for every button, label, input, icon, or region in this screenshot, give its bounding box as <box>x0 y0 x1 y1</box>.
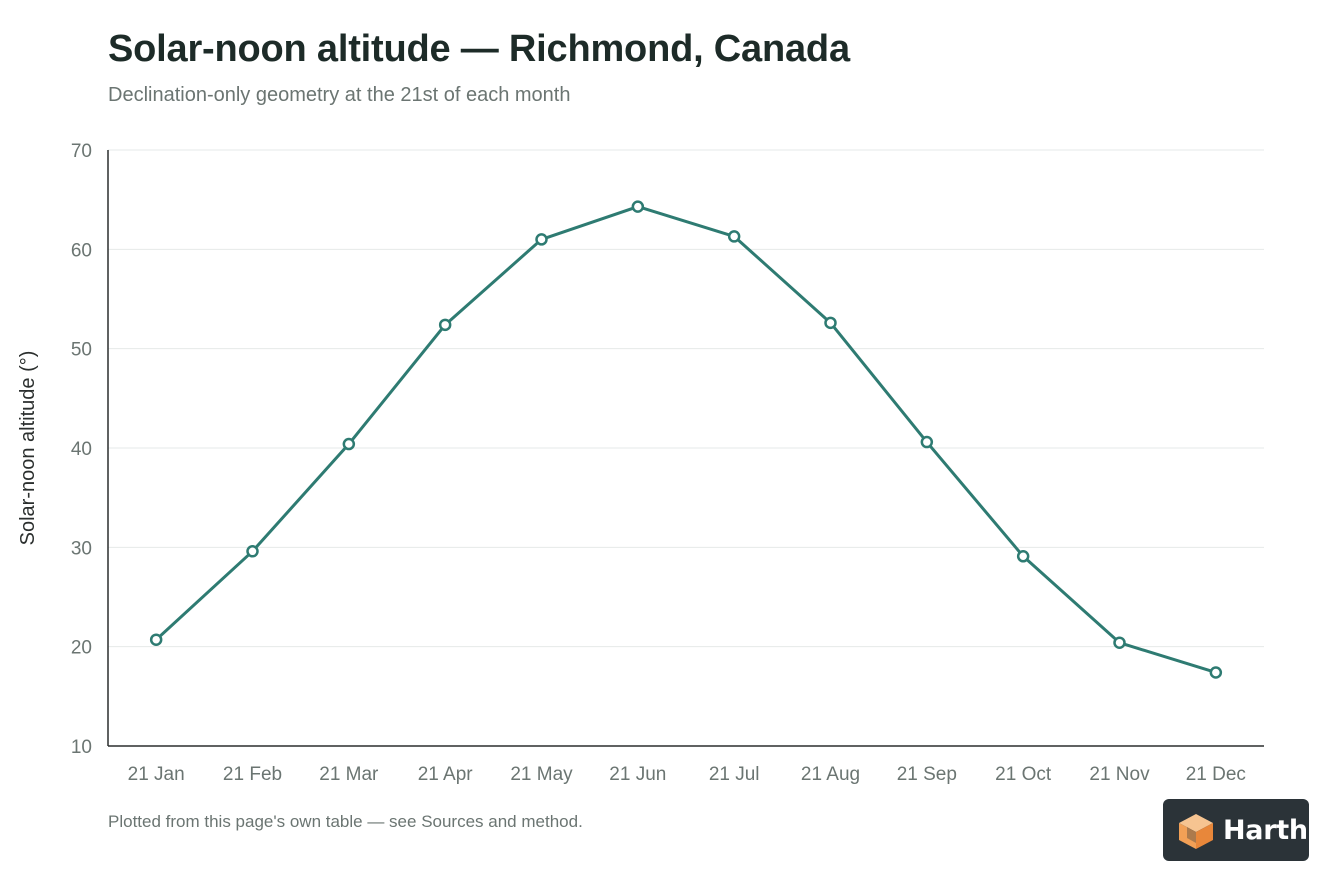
y-tick-label-70: 70 <box>71 141 92 162</box>
x-tick-label: 21 Nov <box>1089 764 1150 785</box>
y-tick-label-30: 30 <box>71 538 92 559</box>
y-tick-label-40: 40 <box>71 439 92 460</box>
data-point <box>920 435 934 449</box>
data-point <box>1209 666 1223 679</box>
y-tick-label-50: 50 <box>71 340 92 361</box>
y-axis-title: Solar-noon altitude (°) <box>17 351 39 546</box>
data-point <box>535 233 548 246</box>
x-tick-label: 21 Jun <box>609 764 666 785</box>
x-tick-label: 21 May <box>510 764 573 785</box>
x-tick-label: 21 Jul <box>709 764 760 785</box>
source-footnote: Plotted from this page's own table — see… <box>108 812 583 831</box>
x-tick-label: 21 Aug <box>801 764 860 785</box>
data-point <box>824 316 837 330</box>
data-point <box>727 230 741 243</box>
x-tick-label: 21 Apr <box>418 764 474 785</box>
x-tick-label: 21 Mar <box>319 764 379 785</box>
brand-name: Harth <box>1223 814 1308 846</box>
data-point <box>342 437 356 451</box>
chart-subtitle: Declination-only geometry at the 21st of… <box>108 84 571 106</box>
data-point <box>149 633 163 646</box>
chart-title: Solar-noon altitude — Richmond, Canada <box>108 28 850 70</box>
data-point <box>1016 550 1030 563</box>
data-point <box>246 545 259 558</box>
series-line <box>154 205 1218 674</box>
y-tick-label-10: 10 <box>71 737 92 758</box>
data-point <box>438 318 452 332</box>
x-tick-label: 21 Feb <box>223 764 282 785</box>
data-point <box>631 200 645 213</box>
cube-icon <box>1179 814 1213 849</box>
y-tick-label-60: 60 <box>71 240 92 261</box>
x-tick-label: 21 Jan <box>128 764 185 785</box>
brand-logo[interactable]: Harth <box>1163 799 1309 861</box>
x-tick-label: 21 Oct <box>995 764 1052 785</box>
x-tick-label: 21 Sep <box>897 764 957 785</box>
y-tick-label-20: 20 <box>71 638 92 659</box>
data-point <box>1113 636 1126 649</box>
x-tick-label: 21 Dec <box>1186 764 1246 785</box>
